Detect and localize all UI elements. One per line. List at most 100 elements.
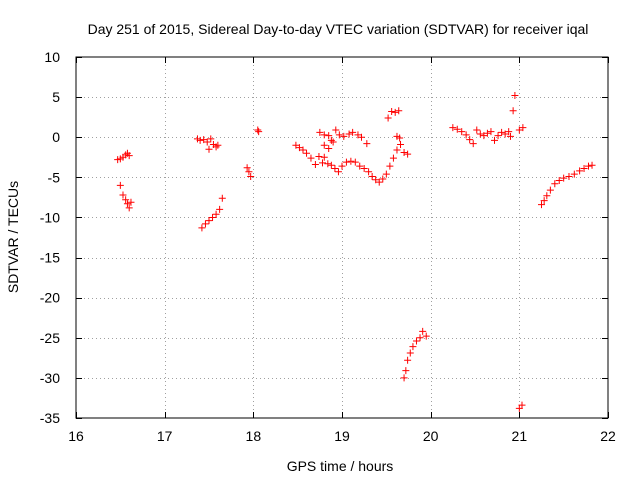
data-point [400, 148, 408, 156]
data-point [386, 162, 394, 170]
y-tick-labels: 10 5 0 -5 -10 -15 -20 -25 -30 -35 [40, 49, 60, 426]
data-point [320, 153, 328, 161]
data-point [332, 126, 340, 134]
data-point [292, 141, 300, 149]
y-tick-label: -20 [40, 290, 60, 306]
data-point [555, 177, 563, 185]
data-point [122, 151, 130, 159]
data-point [494, 132, 502, 140]
data-point [125, 204, 133, 212]
x-tick-label: 20 [423, 428, 439, 444]
data-point [205, 145, 213, 153]
y-tick-label: -30 [40, 370, 60, 386]
data-point [307, 154, 315, 162]
data-point [546, 186, 554, 194]
data-point [316, 128, 324, 136]
y-tick-label: -35 [40, 410, 60, 426]
data-point [212, 210, 220, 218]
data-point [311, 160, 319, 168]
data-point [409, 343, 417, 351]
data-point [340, 132, 348, 140]
y-axis-title: SDTVAR / TECUs [5, 181, 21, 293]
data-point [122, 196, 130, 204]
data-point [209, 213, 217, 221]
data-point [201, 220, 209, 228]
data-point [329, 138, 337, 146]
data-point [483, 129, 491, 137]
data-point [388, 108, 396, 116]
data-point [356, 162, 364, 170]
data-point [580, 165, 588, 173]
data-point [400, 374, 408, 382]
data-point [345, 130, 353, 138]
data-point [422, 332, 430, 340]
data-point [402, 367, 410, 375]
data-point [393, 146, 401, 154]
data-point [125, 152, 133, 160]
data-point [509, 107, 517, 115]
data-point [358, 133, 366, 141]
data-point [320, 131, 328, 139]
data-point [255, 128, 263, 136]
data-point [360, 165, 368, 173]
data-point [325, 132, 333, 140]
data-point [335, 131, 343, 139]
data-point [363, 140, 371, 148]
y-tick-label: -15 [40, 250, 60, 266]
data-point [327, 161, 335, 169]
data-point [212, 143, 220, 151]
data-point [570, 170, 578, 178]
data-point [588, 161, 596, 169]
data-point [198, 224, 206, 232]
data-point [412, 337, 420, 345]
data-point [382, 170, 390, 178]
data-point [462, 131, 470, 139]
data-point [123, 200, 131, 208]
x-tick-label: 19 [334, 428, 350, 444]
data-point [453, 125, 461, 133]
x-tick-label: 21 [512, 428, 528, 444]
data-point [480, 132, 488, 140]
data-point [384, 114, 392, 122]
data-point [584, 162, 592, 170]
data-points [114, 92, 596, 412]
data-point [324, 160, 332, 168]
data-point [551, 180, 559, 188]
y-tick-label: 10 [44, 49, 60, 65]
data-point [320, 141, 328, 149]
data-point [406, 349, 414, 357]
data-point [576, 167, 584, 175]
data-point [518, 401, 526, 409]
data-point [449, 124, 457, 132]
data-point [315, 152, 323, 160]
data-point [368, 173, 376, 181]
x-tick-label: 22 [600, 428, 616, 444]
data-point [498, 128, 506, 136]
data-point [299, 146, 307, 154]
data-point [560, 174, 568, 182]
data-point [119, 191, 127, 199]
data-point [245, 168, 253, 176]
data-point [505, 128, 513, 136]
data-point [216, 205, 224, 213]
data-point [491, 136, 499, 144]
data-point [379, 175, 387, 183]
data-point [347, 157, 355, 165]
x-axis-title: GPS time / hours [287, 458, 394, 474]
data-point [375, 178, 383, 186]
data-point [389, 154, 397, 162]
x-tick-labels: 16 17 18 19 20 21 22 [68, 428, 616, 444]
data-point [303, 149, 311, 157]
data-point [334, 168, 342, 176]
data-point [338, 162, 346, 170]
data-point [515, 126, 523, 134]
data-point [543, 192, 551, 200]
data-point [473, 126, 481, 134]
x-tick-label: 17 [157, 428, 173, 444]
data-point [295, 144, 303, 152]
data-point [396, 134, 404, 142]
data-point [127, 198, 135, 206]
data-point [342, 158, 350, 166]
data-point [487, 128, 495, 136]
